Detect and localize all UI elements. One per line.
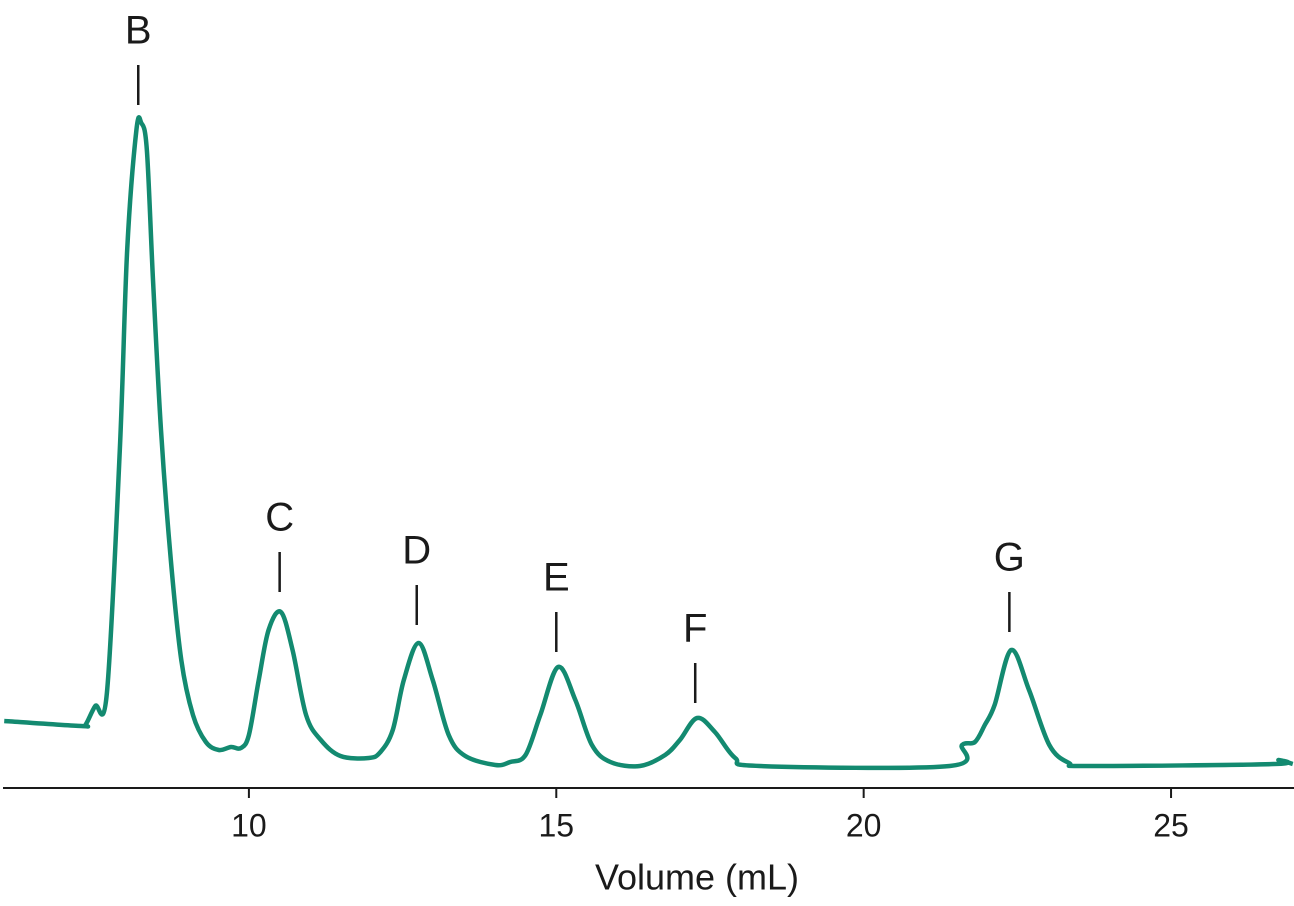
peak-label: E: [543, 556, 570, 600]
peak-label: D: [402, 529, 431, 573]
x-tick-label: 25: [1153, 807, 1189, 843]
peak-label: G: [994, 536, 1025, 580]
x-tick-label: 10: [231, 807, 267, 843]
peak-label: F: [683, 607, 707, 651]
peak-label: B: [125, 9, 152, 53]
x-tick-label: 20: [846, 807, 882, 843]
x-tick-label: 15: [538, 807, 574, 843]
peak-label: C: [265, 496, 294, 540]
x-axis-label: Volume (mL): [595, 857, 799, 898]
chromatogram-line: [4, 115, 1294, 771]
